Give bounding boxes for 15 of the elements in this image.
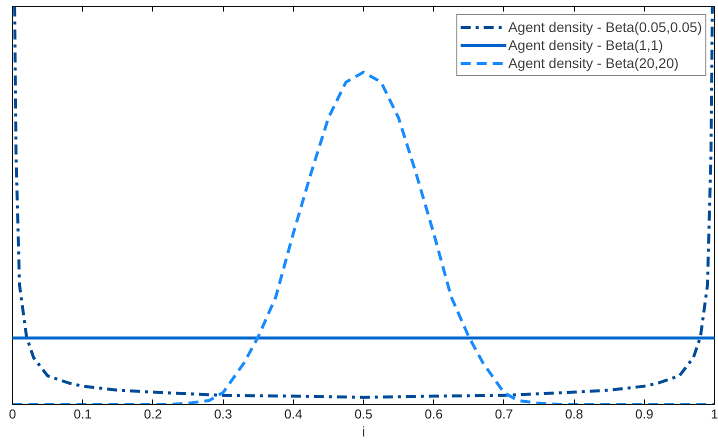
x-tick-label: 1 — [710, 406, 718, 422]
x-tick-label: 0.7 — [494, 406, 513, 422]
x-tick-label: 0.9 — [635, 406, 654, 422]
x-tick-label: 0.8 — [565, 406, 584, 422]
x-tick-label: 0.1 — [74, 406, 92, 422]
x-tick-label: 0 — [8, 406, 16, 422]
x-tick-label: 0.6 — [424, 406, 443, 422]
legend-label: Agent density - Beta(0.05,0.05) — [508, 18, 702, 36]
legend-label: Agent density - Beta(1,1) — [508, 36, 664, 54]
legend-label: Agent density - Beta(20,20) — [508, 54, 679, 72]
x-tick-label: 0.3 — [214, 406, 232, 422]
x-tick-label: 0.5 — [354, 406, 373, 422]
x-axis-title: i — [362, 424, 366, 440]
x-tick-label: 0.2 — [144, 406, 162, 422]
x-tick-label: 0.4 — [284, 406, 302, 422]
